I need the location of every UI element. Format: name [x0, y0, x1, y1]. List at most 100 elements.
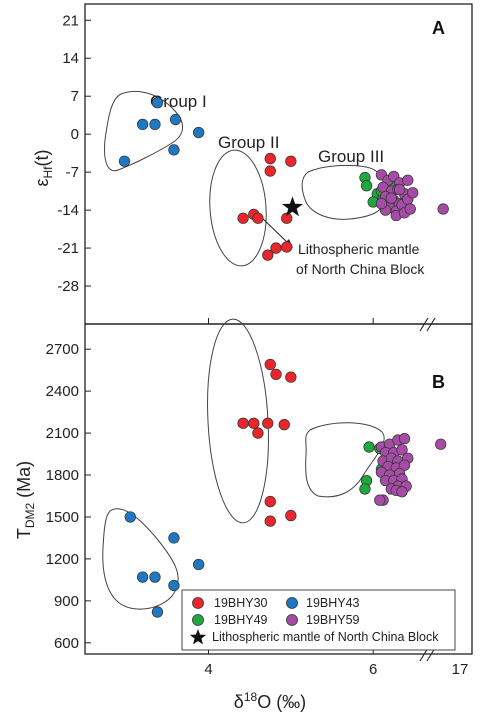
panel-a-y-tick-label: 21 [62, 12, 79, 29]
point-19bhy43 [192, 126, 205, 139]
point-19bhy59 [404, 203, 416, 215]
panel-b-label: B [432, 372, 445, 392]
legend-marker-19bhy59 [286, 614, 298, 626]
panel-b-y-tick-label: 900 [54, 593, 79, 610]
point-19bhy59 [393, 183, 406, 196]
x-break-tick-label: 17 [452, 661, 469, 678]
panel-b-y-tick-label: 2400 [46, 383, 79, 400]
point-19bhy59 [396, 486, 408, 498]
point-19bhy43 [136, 118, 149, 131]
point-19bhy30 [262, 249, 274, 261]
panel-a-y-tick-label: 0 [71, 126, 79, 143]
point-star-lithospheric-mantle-of-north-china-block [282, 196, 303, 217]
annotation-line-1: Lithospheric mantle [298, 241, 420, 257]
legend-marker-19bhy49 [192, 614, 204, 626]
panel-b-points [124, 358, 447, 618]
annotation-line-2: of North China Block [296, 261, 425, 277]
point-19bhy59 [435, 438, 447, 450]
point-19bhy59 [437, 203, 449, 215]
panel-b-frame [84, 323, 473, 655]
point-19bhy43 [192, 558, 205, 571]
legend-box [181, 589, 456, 651]
panel-b-y-label: TDM2 (Ma) [14, 461, 37, 539]
legend-marker-19bhy43 [286, 597, 298, 609]
point-19bhy30 [262, 417, 274, 429]
group-3-outline [301, 164, 387, 220]
point-19bhy30 [264, 515, 276, 527]
panel-a-y-tick-label: -14 [57, 202, 79, 219]
point-19bhy30 [281, 241, 293, 253]
panel-a-y-label: εHf(t) [32, 149, 55, 186]
point-19bhy30 [285, 509, 297, 522]
point-19bhy43 [169, 113, 182, 126]
point-19bhy49 [363, 441, 375, 453]
legend-marker-19bhy30 [192, 597, 204, 609]
point-19bhy49 [359, 483, 371, 495]
group-2-label: Group II [218, 133, 279, 152]
point-19bhy30 [264, 165, 276, 177]
panel-a-y-tick-label: -7 [66, 164, 79, 181]
point-19bhy30 [281, 212, 293, 224]
legend-label-star: Lithospheric mantle of North China Block [212, 630, 439, 644]
point-19bhy59 [402, 174, 414, 186]
panel-b-y-tick-label: 2100 [46, 425, 79, 442]
tdm-group-3-outline [305, 422, 385, 498]
x-tick-label: 6 [369, 661, 377, 678]
point-19bhy30 [252, 212, 264, 224]
x-axis-label: δ18O (‰) [234, 690, 306, 712]
point-19bhy30 [237, 212, 249, 224]
point-19bhy30 [248, 417, 260, 429]
legend-star-icon [189, 629, 207, 645]
point-19bhy30 [264, 152, 276, 165]
point-19bhy43 [118, 155, 131, 167]
point-19bhy59 [398, 433, 411, 445]
point-19bhy59 [385, 192, 397, 204]
point-19bhy49 [360, 180, 373, 192]
group-2-outline [209, 149, 267, 267]
point-19bhy59 [374, 494, 386, 506]
legend-label-19bhy49: 19BHY49 [214, 613, 268, 627]
legend: 19BHY30 19BHY43 19BHY49 19BHY59 Lithosph… [181, 589, 456, 651]
point-19bhy30 [264, 358, 276, 371]
point-19bhy43 [168, 579, 180, 592]
panel-a-y-tick-label: 14 [62, 50, 79, 67]
point-19bhy30 [237, 417, 249, 429]
point-19bhy59 [396, 444, 408, 456]
panel-b-y-tick-label: 1800 [46, 467, 79, 484]
point-19bhy30 [285, 371, 297, 383]
panel-a-y-tick-label: -28 [57, 278, 79, 295]
panel-a-label: A [432, 18, 445, 38]
group-1-label: Group I [150, 92, 207, 111]
legend-label-19bhy59: 19BHY59 [306, 613, 360, 627]
point-19bhy59 [375, 197, 388, 210]
panel-a-y-axis: 21 14 7 0 -7 -14 -21 -28 [57, 12, 91, 295]
group-3-label: Group III [318, 147, 384, 166]
point-19bhy59 [398, 459, 411, 471]
panel-b-y-tick-label: 600 [54, 635, 79, 652]
point-19bhy30 [278, 419, 290, 431]
tdm-group-1-outline [102, 508, 179, 610]
axis-break-top [419, 317, 436, 332]
point-19bhy43 [149, 118, 161, 131]
point-19bhy30 [270, 368, 282, 380]
panel-a-y-tick-label: 7 [71, 88, 79, 105]
panel-b-y-tick-label: 2700 [46, 341, 79, 358]
point-19bhy43 [124, 511, 136, 523]
panel-a-y-tick-label: -21 [57, 240, 79, 257]
point-19bhy30 [285, 155, 297, 167]
group-1-outline [104, 91, 183, 172]
panel-b-y-axis: 2700 2400 2100 1800 1500 1200 900 600 [46, 341, 91, 652]
point-19bhy43 [151, 606, 164, 618]
point-19bhy59 [407, 187, 419, 199]
panel-b-y-tick-label: 1500 [46, 509, 79, 526]
x-tick-label: 4 [204, 661, 212, 678]
point-19bhy30 [252, 427, 264, 439]
point-19bhy43 [151, 97, 164, 109]
panel-b-y-tick-label: 1200 [46, 551, 79, 568]
point-19bhy30 [264, 495, 276, 508]
point-19bhy43 [168, 144, 180, 156]
legend-label-19bhy43: 19BHY43 [306, 596, 360, 610]
panel-a-points [118, 97, 449, 261]
point-19bhy43 [136, 571, 149, 583]
